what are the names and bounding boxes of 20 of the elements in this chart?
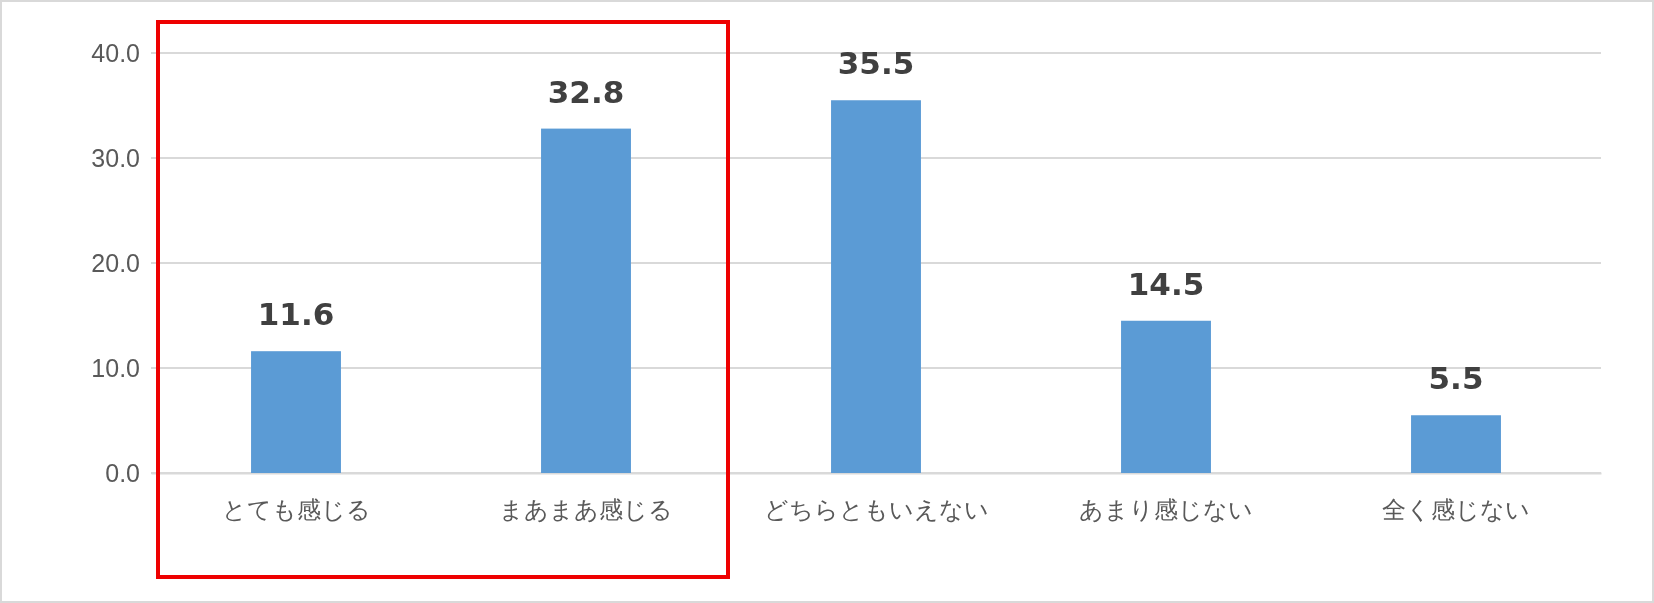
data-label: 11.6 (257, 296, 335, 333)
data-label: 32.8 (547, 73, 625, 110)
y-tick-label: 30.0 (91, 143, 140, 172)
y-tick-label: 20.0 (91, 248, 140, 277)
x-tick-label: とても感じる (221, 496, 371, 524)
data-label: 14.5 (1127, 265, 1205, 302)
bar (251, 351, 341, 473)
data-label: 5.5 (1428, 360, 1484, 397)
x-tick-label: どちらともいえない (763, 496, 989, 524)
data-label: 35.5 (837, 45, 915, 82)
x-tick-label: まあまあ感じる (499, 496, 673, 524)
x-tick-label: あまり感じない (1079, 496, 1253, 524)
bar (831, 100, 921, 473)
x-tick-label: 全く感じない (1382, 496, 1530, 524)
bar (1121, 320, 1211, 473)
bar (541, 128, 631, 473)
bar (1411, 415, 1501, 473)
y-tick-label: 40.0 (91, 38, 140, 67)
y-tick-label: 10.0 (91, 353, 140, 382)
y-tick-label: 0.0 (105, 458, 140, 487)
